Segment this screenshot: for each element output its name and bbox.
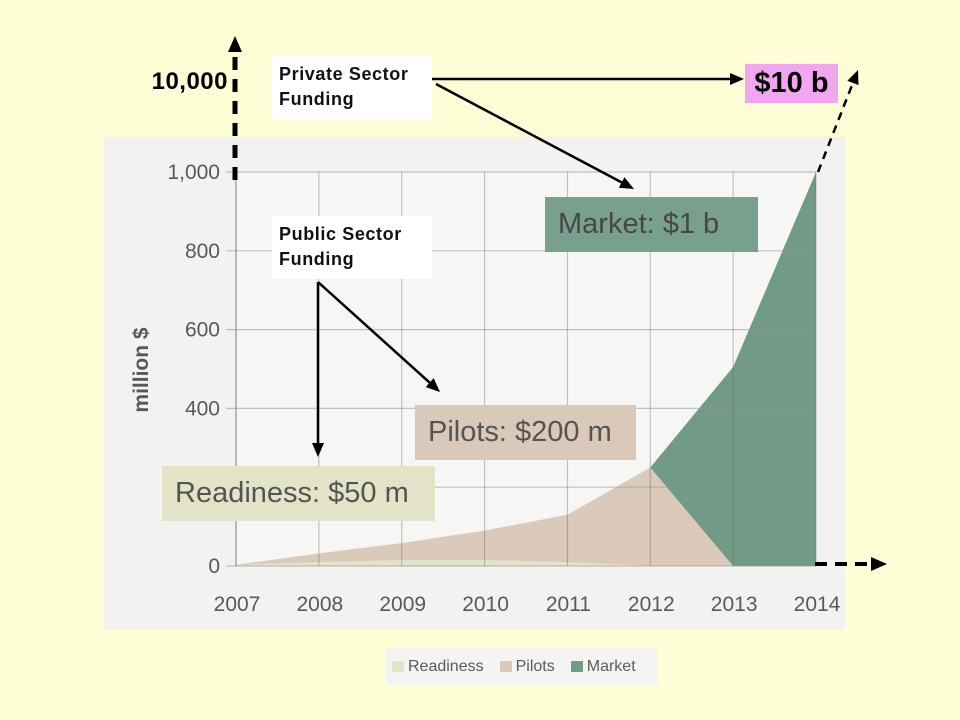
y-tick-label: 600 — [185, 319, 220, 342]
series-areas — [236, 172, 816, 566]
market-target-badge: $10 b — [745, 64, 838, 103]
y-axis-label: million $ — [130, 327, 153, 413]
legend-item-readiness: Readiness — [392, 658, 484, 676]
private-sector-funding-label: Private Sector Funding — [272, 56, 432, 119]
y-tick-label: 1,000 — [167, 161, 220, 184]
x-tick-label: 2013 — [711, 593, 758, 616]
y-tick-label: 0 — [208, 555, 220, 578]
x-tick-label: 2014 — [794, 593, 841, 616]
area-readiness — [236, 560, 816, 566]
chart-legend: Readiness Pilots Market — [386, 648, 658, 685]
y-tick-label: 800 — [185, 240, 220, 263]
legend-swatch — [499, 661, 512, 672]
legend-label: Market — [586, 657, 636, 675]
y-tick-labels: 0 400 600 800 1,000 — [167, 161, 220, 578]
public-sector-funding-label: Public Sector Funding — [272, 216, 432, 279]
legend-label: Pilots — [515, 657, 555, 675]
market-callout: Market: $1 b — [545, 197, 758, 252]
x-tick-labels: 2007 2008 2009 2010 2011 2012 2013 2014 — [214, 593, 841, 616]
legend-item-market: Market — [570, 657, 636, 676]
legend-swatch — [392, 661, 404, 672]
x-tick-label: 2011 — [546, 593, 591, 616]
readiness-callout: Readiness: $50 m — [162, 466, 435, 521]
x-tick-label: 2012 — [628, 593, 675, 616]
x-tick-label: 2007 — [214, 593, 261, 616]
y-axis-extension-label: 10,000 — [151, 68, 228, 95]
x-tick-label: 2008 — [296, 593, 343, 616]
area-market — [236, 172, 816, 566]
legend-swatch — [570, 661, 583, 672]
pilots-callout: Pilots: $200 m — [415, 405, 636, 460]
legend-item-pilots: Pilots — [499, 657, 555, 676]
x-tick-label: 2010 — [462, 593, 509, 616]
x-tick-label: 2009 — [379, 593, 426, 616]
legend-label: Readiness — [408, 657, 484, 675]
y-tick-label: 400 — [185, 397, 220, 420]
area-pilots — [236, 467, 816, 566]
